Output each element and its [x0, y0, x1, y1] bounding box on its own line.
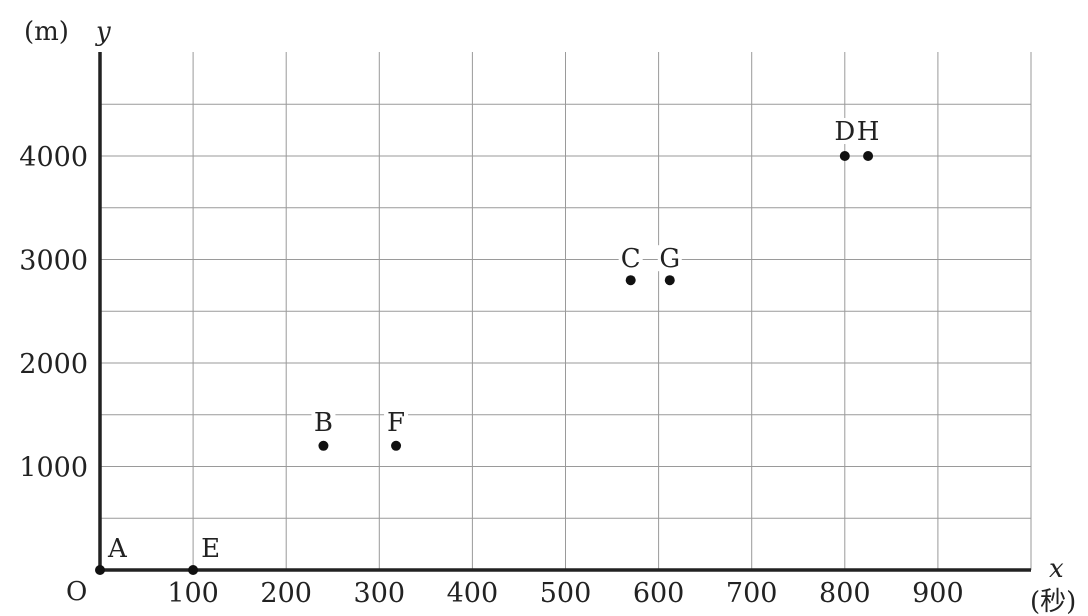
x-tick-label: 500	[540, 578, 592, 609]
point-label-e: E	[201, 534, 220, 564]
point-label-d: D	[834, 117, 855, 147]
y-tick-label: 2000	[19, 349, 88, 380]
label-halo	[384, 408, 409, 435]
point-label-g: G	[659, 244, 680, 274]
y-axis-unit: (m)	[24, 17, 69, 47]
data-point-f	[391, 440, 402, 451]
x-tick-label: 400	[447, 578, 499, 609]
x-tick-label: 100	[167, 578, 219, 609]
y-tick-label: 1000	[19, 453, 88, 484]
data-point-g	[664, 275, 675, 286]
point-label-a: A	[107, 534, 128, 564]
label-halo	[832, 118, 857, 144]
data-point-d	[839, 151, 850, 161]
y-axis-label: y	[95, 17, 111, 47]
point-label-h: H	[857, 117, 880, 147]
label-halo	[856, 118, 881, 144]
x-tick-label: 900	[912, 578, 964, 609]
y-tick-label: 4000	[19, 142, 88, 173]
label-halo	[618, 245, 643, 272]
x-tick-label: 300	[354, 578, 406, 609]
label-halo	[106, 535, 130, 561]
x-axis-label: x	[1049, 554, 1064, 584]
label-halo	[311, 408, 336, 435]
x-tick-label: 200	[260, 578, 312, 609]
data-point-a	[95, 565, 105, 575]
label-halo	[657, 245, 682, 272]
point-label-b: B	[314, 408, 333, 438]
y-tick-labels: 1000 2000 3000 4000	[19, 142, 88, 484]
origin-label: O	[66, 577, 87, 607]
x-axis-unit: (秒)	[1030, 587, 1076, 616]
x-tick-label: 800	[819, 578, 871, 609]
point-label-c: C	[621, 244, 641, 274]
x-tick-label: 700	[726, 578, 778, 609]
data-point-e	[188, 565, 199, 575]
data-point-h	[863, 151, 874, 161]
grid	[100, 52, 1032, 570]
label-halo	[199, 535, 224, 561]
point-label-f: F	[387, 408, 405, 438]
x-tick-label: 600	[633, 578, 685, 609]
y-tick-label: 3000	[19, 246, 88, 277]
data-point-b	[318, 440, 329, 451]
data-points: A E B F C G D H	[95, 117, 881, 575]
x-tick-labels: 100 200 300 400 500 600 700 800 900	[167, 578, 963, 609]
axes	[98, 52, 1031, 572]
data-point-c	[625, 275, 636, 286]
